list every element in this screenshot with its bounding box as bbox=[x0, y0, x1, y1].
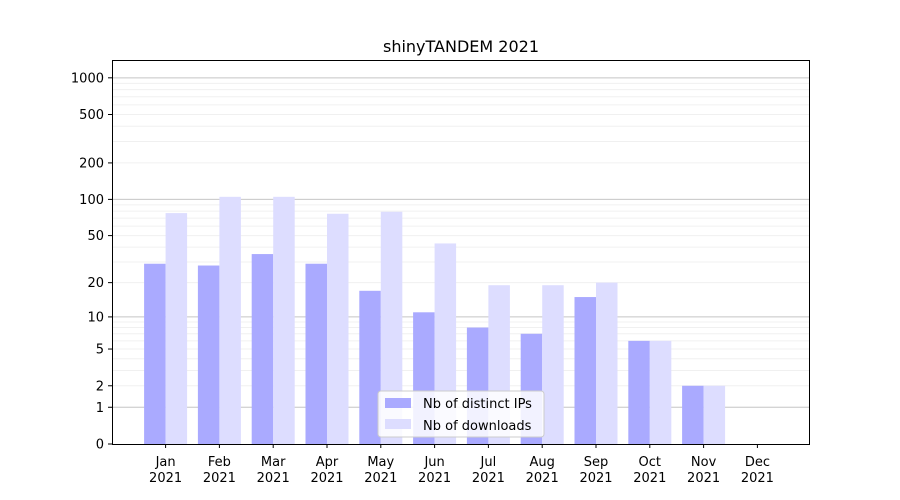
bar-distinct-ips bbox=[682, 385, 704, 444]
x-tick-label-year: 2021 bbox=[579, 471, 612, 486]
bar-downloads bbox=[542, 285, 564, 444]
bar-downloads bbox=[273, 196, 295, 444]
bars bbox=[144, 196, 726, 444]
bar-downloads bbox=[596, 282, 618, 444]
x-tick-label-year: 2021 bbox=[257, 471, 290, 486]
x-axis: Jan2021Feb2021Mar2021Apr2021May2021Jun20… bbox=[149, 444, 774, 486]
legend-swatch-downloads bbox=[385, 419, 411, 429]
x-tick-label-year: 2021 bbox=[741, 471, 774, 486]
x-tick-label-month: Oct bbox=[639, 455, 661, 470]
x-tick-label-year: 2021 bbox=[418, 471, 451, 486]
legend-swatch-distinct-ips bbox=[385, 398, 411, 408]
y-axis: 0 1 2 5 10 20 50 100 200 500 1000 bbox=[71, 71, 112, 453]
x-tick-label-month: Jan bbox=[155, 455, 176, 470]
x-tick-label-month: Mar bbox=[261, 455, 286, 470]
legend-label-distinct-ips: Nb of distinct IPs bbox=[423, 397, 532, 412]
bar-downloads bbox=[165, 213, 188, 444]
x-tick-label-month: Apr bbox=[316, 455, 339, 470]
bar-distinct-ips bbox=[197, 265, 220, 444]
y-tick-label: 500 bbox=[79, 108, 104, 123]
x-tick-label-month: Aug bbox=[530, 455, 555, 470]
x-tick-label-month: Feb bbox=[208, 455, 231, 470]
bar-distinct-ips bbox=[359, 290, 381, 444]
y-tick-label: 0 bbox=[96, 438, 104, 453]
x-tick-label-year: 2021 bbox=[149, 471, 182, 486]
legend-box bbox=[377, 390, 545, 438]
plot-frame bbox=[112, 60, 810, 445]
y-tick-label: 5 bbox=[96, 343, 104, 358]
bar-distinct-ips bbox=[305, 263, 327, 444]
x-tick-label-year: 2021 bbox=[310, 471, 343, 486]
legend-label-downloads: Nb of downloads bbox=[423, 419, 532, 434]
x-tick-label-year: 2021 bbox=[203, 471, 236, 486]
bar-downloads bbox=[703, 385, 726, 444]
bar-downloads bbox=[219, 196, 241, 444]
x-tick-label-month: Jun bbox=[423, 455, 444, 470]
y-tick-label: 50 bbox=[87, 229, 104, 244]
x-tick-label-month: May bbox=[367, 455, 394, 470]
y-tick-label: 2 bbox=[96, 379, 104, 394]
y-tick-label: 1000 bbox=[71, 71, 104, 86]
y-tick-label: 1 bbox=[96, 401, 104, 416]
x-tick-label-month: Jul bbox=[480, 455, 497, 470]
bar-distinct-ips bbox=[251, 254, 274, 444]
y-tick-label: 10 bbox=[87, 310, 104, 325]
x-tick-label-year: 2021 bbox=[526, 471, 559, 486]
legend: Nb of distinct IPs Nb of downloads bbox=[377, 390, 545, 438]
x-tick-label-year: 2021 bbox=[364, 471, 397, 486]
x-tick-label-year: 2021 bbox=[472, 471, 505, 486]
bar-distinct-ips bbox=[574, 297, 596, 444]
bar-distinct-ips bbox=[144, 263, 166, 444]
bar-distinct-ips bbox=[628, 340, 650, 444]
chart-title: shinyTANDEM 2021 bbox=[383, 37, 539, 56]
bar-downloads bbox=[327, 213, 349, 444]
y-tick-label: 200 bbox=[79, 156, 104, 171]
y-tick-label: 100 bbox=[79, 193, 104, 208]
x-tick-label-year: 2021 bbox=[633, 471, 666, 486]
bar-downloads bbox=[380, 211, 403, 444]
x-tick-label-month: Sep bbox=[584, 455, 609, 470]
x-tick-label-month: Dec bbox=[745, 455, 770, 470]
x-tick-label-year: 2021 bbox=[687, 471, 720, 486]
y-tick-label: 20 bbox=[87, 276, 104, 291]
x-tick-label-month: Nov bbox=[691, 455, 717, 470]
bar-downloads bbox=[649, 340, 672, 444]
